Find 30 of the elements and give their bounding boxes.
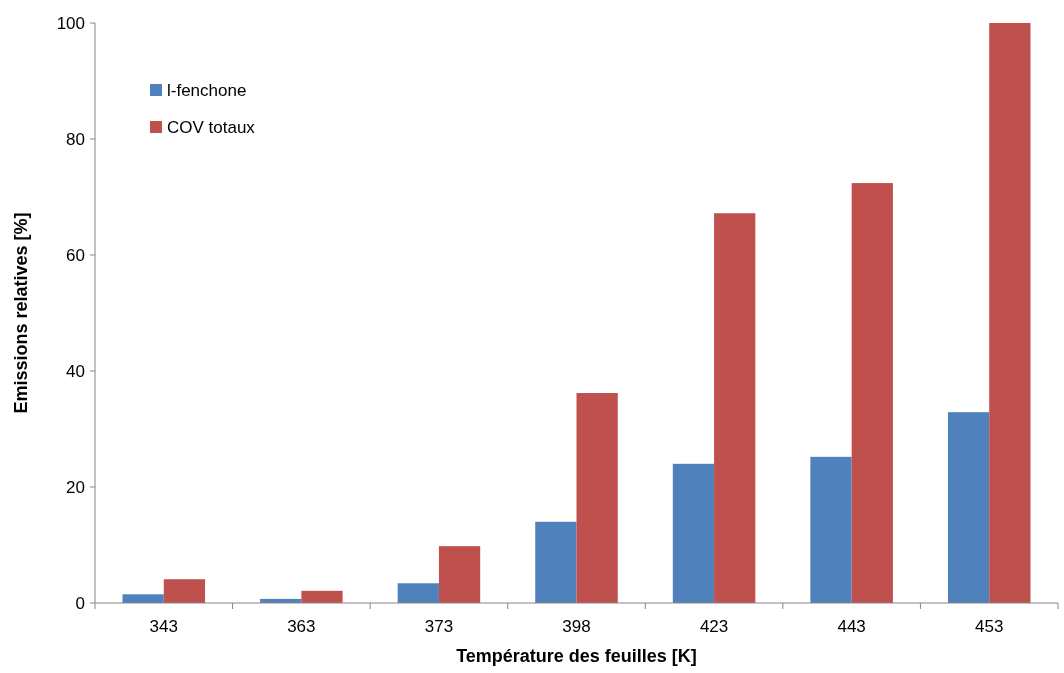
y-tick-label: 100	[56, 13, 85, 33]
bar	[163, 579, 206, 603]
bar	[989, 23, 1031, 603]
bar	[810, 456, 852, 603]
bar	[535, 521, 577, 603]
y-tick-label: 20	[66, 477, 85, 497]
x-axis-title: Température des feuilles [K]	[456, 646, 697, 666]
bar	[714, 213, 756, 603]
x-tick-label: 398	[562, 617, 591, 636]
y-tick-label: 40	[66, 361, 85, 381]
bar	[576, 393, 618, 603]
x-tick-label: 343	[149, 617, 178, 636]
bar	[438, 546, 481, 603]
x-tick-label: 373	[424, 617, 454, 636]
x-tick-label: 443	[837, 617, 866, 636]
y-axis-title: Emissions relatives [%]	[11, 212, 31, 414]
bar	[301, 590, 343, 603]
y-tick-label: 60	[66, 245, 85, 265]
bar	[122, 594, 164, 603]
bar	[947, 412, 990, 603]
x-tick-label: 453	[975, 617, 1004, 636]
bar	[397, 583, 439, 603]
x-tick-label: 363	[287, 617, 316, 636]
y-tick-label: 0	[75, 593, 85, 613]
legend-label: l-fenchone	[167, 80, 247, 100]
y-tick-label: 80	[66, 129, 85, 149]
bar	[672, 463, 715, 603]
legend-label: COV totaux	[167, 117, 256, 137]
bar	[851, 183, 893, 603]
x-tick-label: 423	[699, 617, 729, 636]
